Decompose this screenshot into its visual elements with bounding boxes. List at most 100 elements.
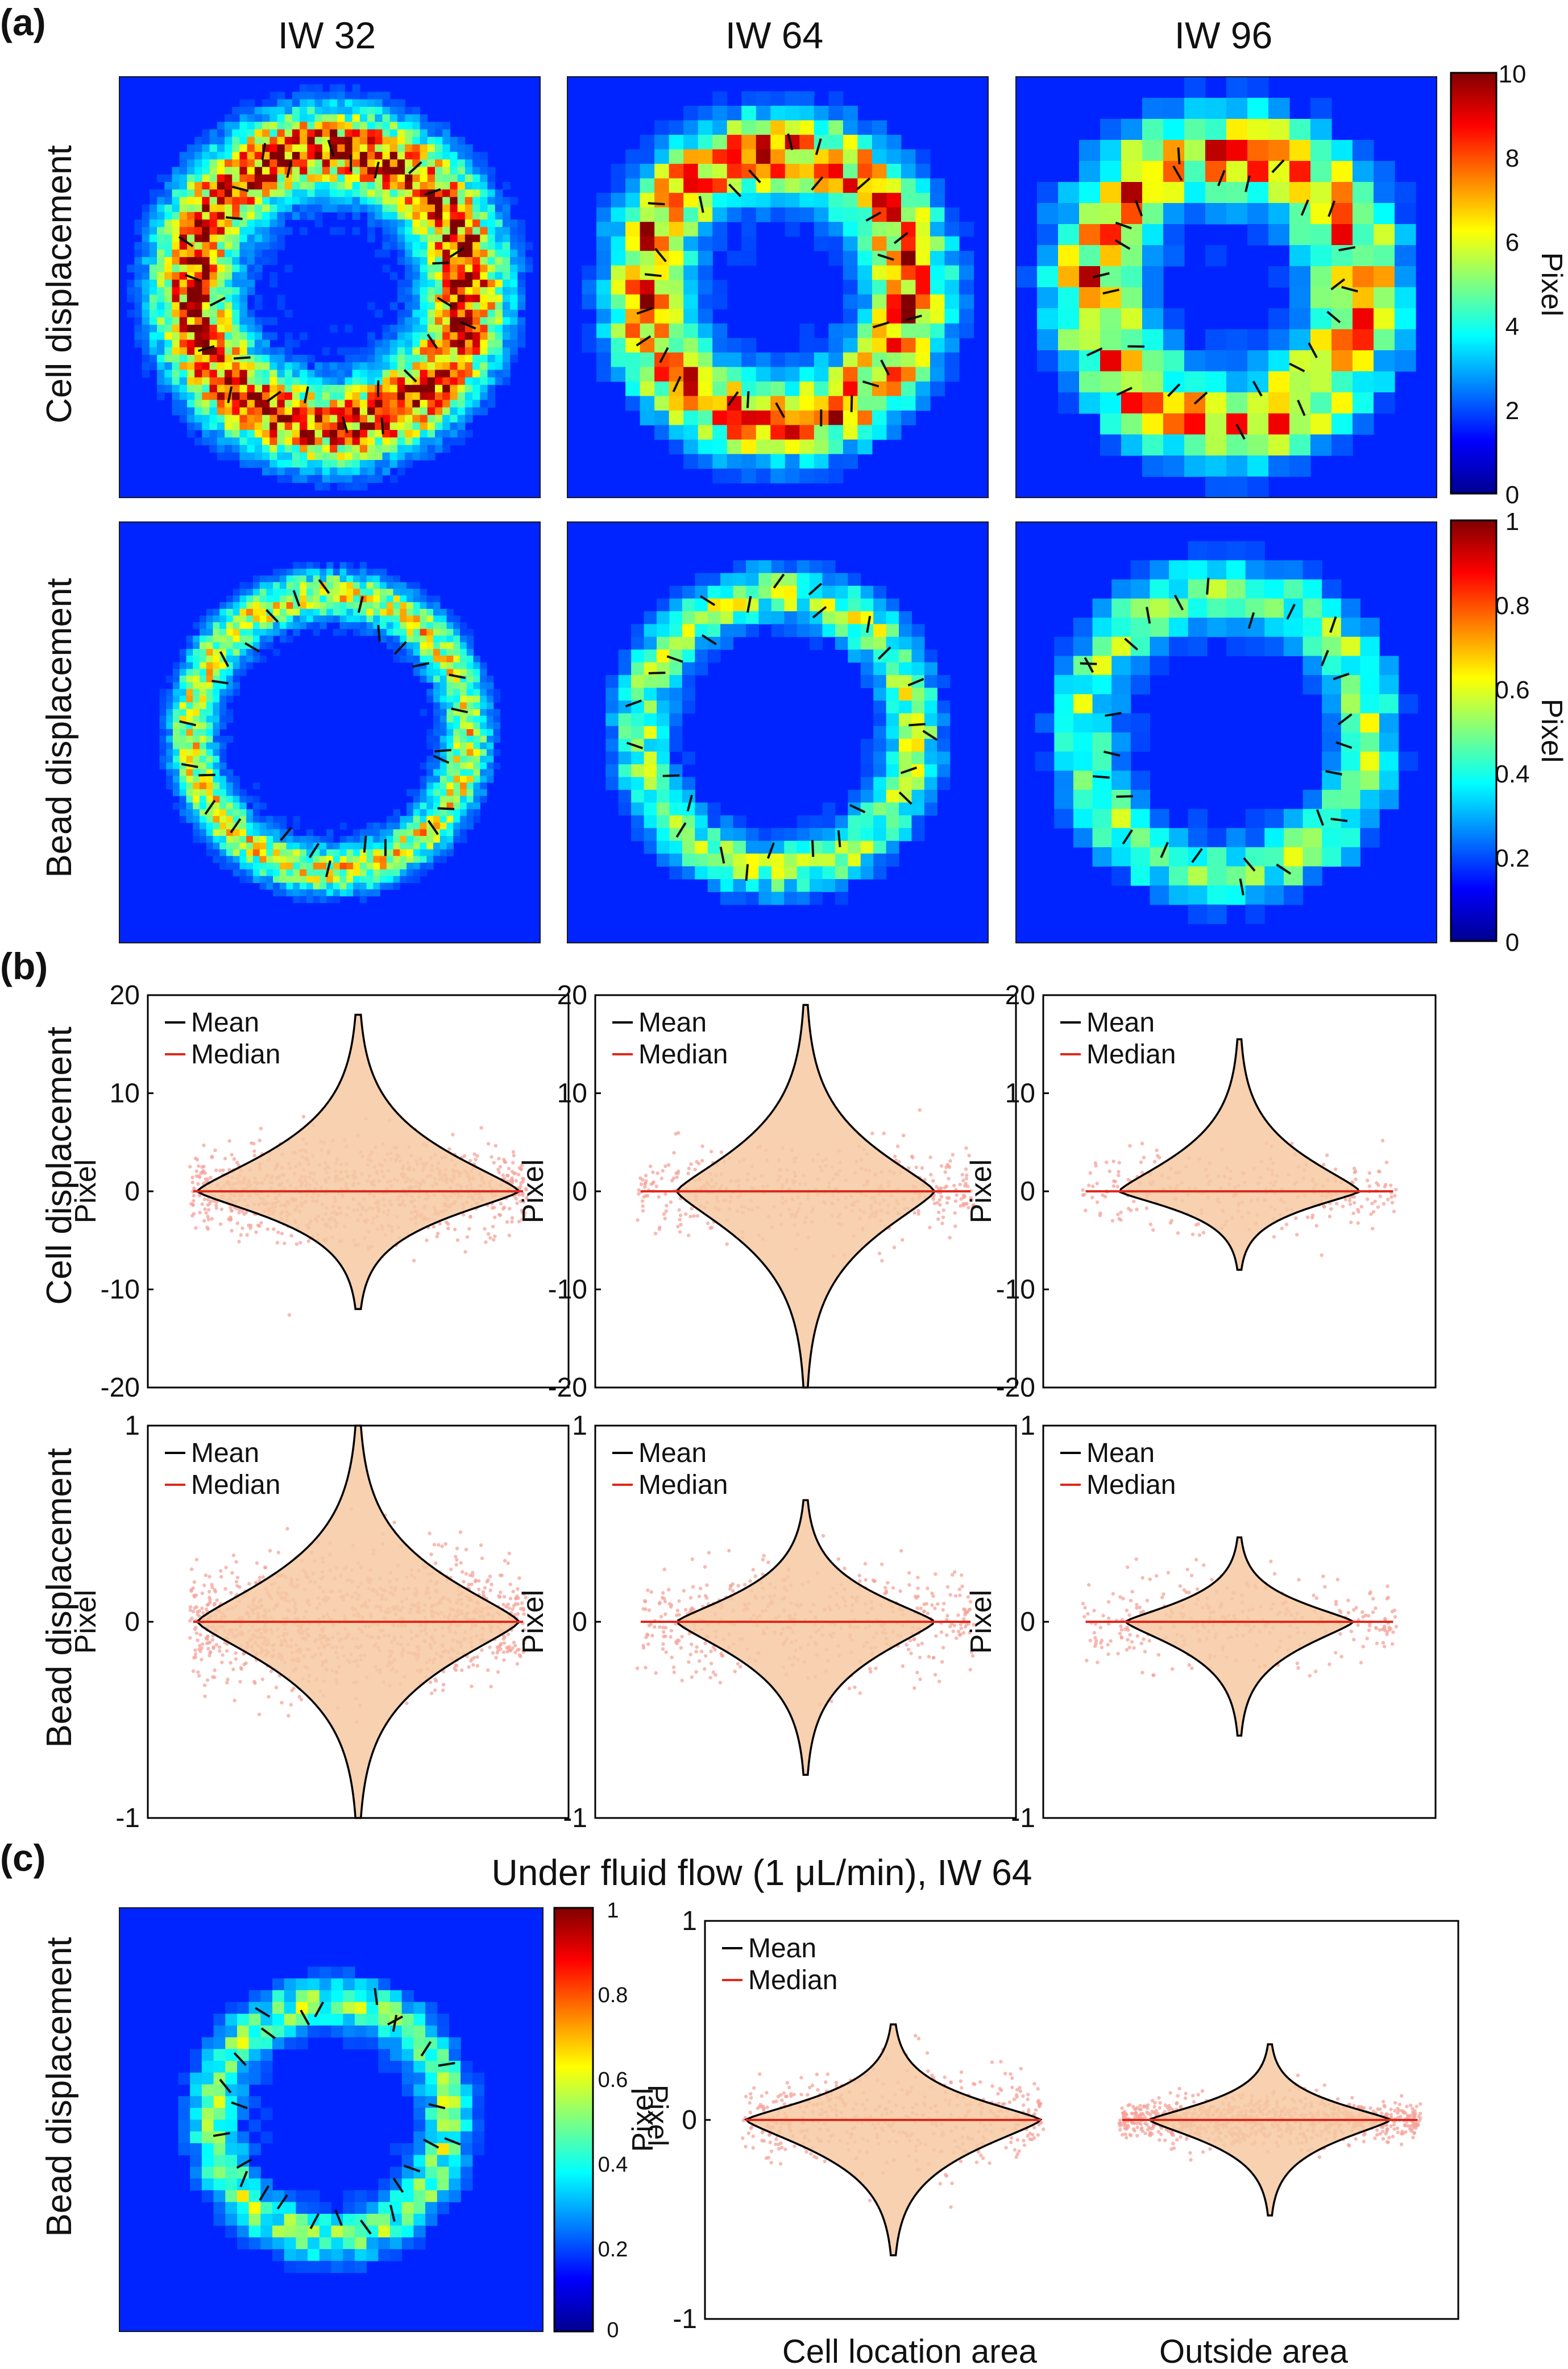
heatmap-cell [771,624,785,637]
heatmap-cell [337,174,346,183]
heatmap-cell [669,323,684,338]
displacement-arrow [727,391,739,407]
heatmap-cell [193,729,200,736]
heatmap-cell [252,863,260,870]
heatmap-cell [406,856,414,863]
heatmap-cell [367,437,375,446]
heatmap-cell [239,589,247,596]
heatmap-cell [1245,904,1265,924]
heatmap-cell [293,896,300,904]
heatmap-cell [286,635,293,643]
heatmap-cell [785,454,800,469]
heatmap-cell [194,249,202,258]
heatmap-cell [225,114,233,122]
heatmap-cell [164,249,173,258]
heatmap-cell [260,2072,273,2085]
heatmap-cell [873,840,887,854]
heatmap-cell [254,430,263,438]
heatmap-cell [252,802,260,810]
heatmap-cell [292,129,300,138]
heatmap-cell [480,279,488,288]
heatmap-cell [860,751,874,765]
heatmap-cell [886,149,902,164]
displacement-arrow [1122,829,1133,845]
heatmap-cell [225,407,233,416]
heatmap-cell [502,197,511,205]
heatmap-cell [239,459,248,468]
heatmap-cell [420,182,428,190]
heatmap-cell [427,287,435,295]
heatmap-cell [439,689,447,696]
heatmap-cell [611,207,626,222]
heatmap-cell [828,164,844,179]
heatmap-cell [442,407,451,416]
heatmap-cell [860,802,874,816]
heatmap-frame [567,521,989,943]
heatmap-cell [292,339,300,348]
heatmap-cell [901,236,916,251]
heatmap-cell [707,879,721,892]
displacement-arrow [225,216,243,220]
heatmap-cell [464,242,473,250]
heatmap-cell [886,207,902,222]
heatmap-cell [337,84,346,93]
heatmap-cell [899,815,912,829]
heatmap-cell [835,636,848,650]
heatmap-cell [279,575,287,583]
heatmap-cell [457,212,466,220]
heatmap-cell [695,611,708,624]
heatmap-cell [944,265,960,280]
displacement-arrow [1289,362,1305,372]
heatmap-cell [194,242,202,250]
heatmap-cell [400,842,407,850]
heatmap-cell [322,384,330,393]
heatmap-cell [1374,308,1395,330]
heatmap-cell [373,575,380,583]
heatmap-cell [367,475,375,483]
heatmap-cell [814,193,829,208]
heatmap-cell [219,682,227,690]
heatmap-cell [186,295,195,303]
heatmap-cell [625,265,641,280]
heatmap-cell [233,655,240,663]
heatmap-cell [247,362,255,370]
heatmap-cell [266,602,273,610]
heatmap-cell [1150,885,1169,905]
heatmap-cell [426,863,434,870]
heatmap-cell [186,422,195,430]
heatmap-cell [640,236,655,251]
heatmap-cell [286,849,293,856]
heatmap-cell [142,332,150,341]
heatmap-cell [860,675,874,689]
heatmap-cell [872,207,887,222]
heatmap-cell [1207,885,1227,905]
heatmap-cell [810,854,823,867]
heatmap-cell [487,295,496,303]
heatmap-cell [179,415,188,423]
heatmap-cell [618,802,632,816]
heatmap-cell [439,782,447,790]
heatmap-cell [473,742,480,749]
heatmap-cell [300,415,308,423]
heatmap-cell [873,802,887,816]
heatmap-cell [460,815,467,823]
heatmap-cell [644,687,657,701]
heatmap-cell [172,302,180,310]
heatmap-cell [330,167,338,175]
heatmap-cell [799,120,815,135]
heatmap-cell [473,695,480,703]
heatmap-cell [427,384,435,393]
heatmap-cell [320,889,327,897]
heatmap-cell [1283,579,1304,599]
heatmap-cell [857,352,873,367]
heatmap-cell [618,649,632,663]
heatmap-cell [333,575,341,583]
heatmap-cell [457,227,466,235]
heatmap-cell [698,164,713,179]
displacement-arrow [837,830,841,847]
heatmap-cell [480,782,487,790]
heatmap-cell [487,287,496,295]
heatmap-cell [640,265,655,280]
heatmap-cell [669,251,684,266]
heatmap-cell [797,560,810,574]
